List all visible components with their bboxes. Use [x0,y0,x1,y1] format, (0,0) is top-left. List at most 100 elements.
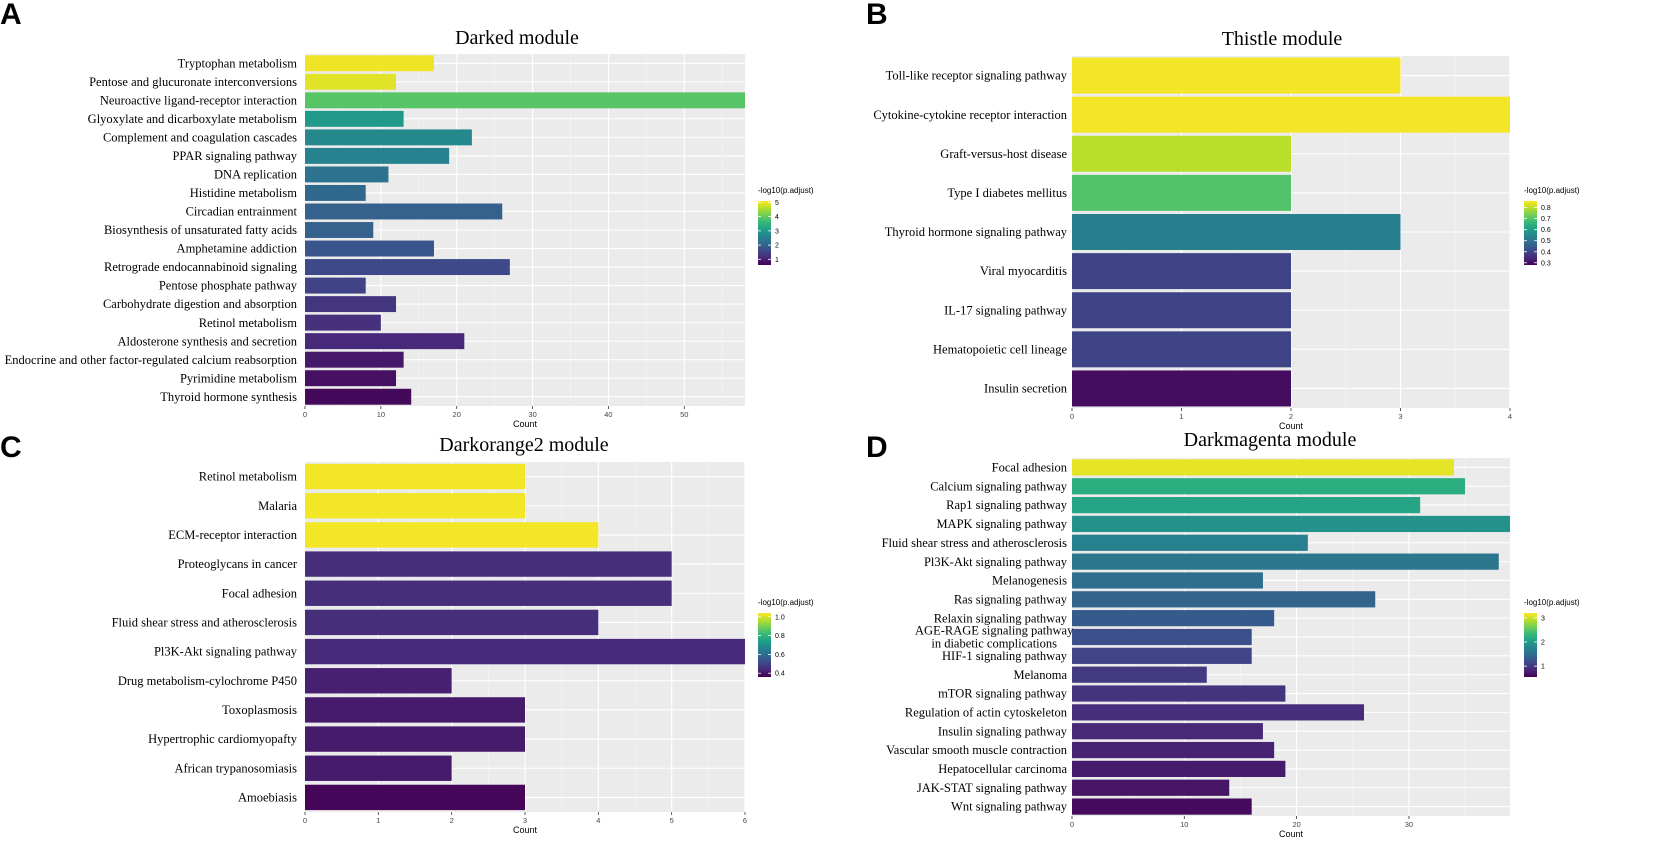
bar-aldosterone-synthesis-and-secretion[interactable] [305,333,465,350]
bar-focal-adhesion[interactable] [305,580,672,606]
bar-toxoplasmosis[interactable] [305,697,525,723]
x-tick-label: 0 [303,410,307,419]
bar-cytokine-cytokine-receptor-interaction[interactable] [1072,96,1510,133]
bar-calcium-signaling-pathway[interactable] [1072,478,1466,495]
bar-malaria[interactable] [305,493,525,519]
category-label: Neuroactive ligand-receptor interaction [100,93,298,107]
legend-tick-label: 0.5 [1541,238,1551,245]
bar-carbohydrate-digestion-and-absorption[interactable] [305,296,397,313]
bar-graft-versus-host-disease[interactable] [1072,135,1291,172]
bar-amoebiasis[interactable] [305,784,525,811]
bar-pentose-phosphate-pathway[interactable] [305,277,366,294]
bar-amphetamine-addiction[interactable] [305,240,434,257]
bar-ras-signaling-pathway[interactable] [1072,591,1376,608]
bar-retrograde-endocannabinoid-signaling[interactable] [305,259,510,276]
bar-fluid-shear-stress-and-atherosclerosis[interactable] [1072,534,1308,551]
bar-hematopoietic-cell-lineage[interactable] [1072,331,1291,368]
bar-drug-metabolism-cylochrome-p450[interactable] [305,668,452,694]
bar-hepatocellular-carcinoma[interactable] [1072,760,1286,777]
x-axis-label: Count [1279,421,1304,431]
bar-tryptophan-metabolism[interactable] [305,55,434,72]
category-label: Rap1 signaling pathway [946,498,1068,512]
bar-age-rage-signaling-pathway-in-diabetic-complications[interactable] [1072,628,1252,646]
bar-biosynthesis-of-unsaturated-fatty-acids[interactable] [305,222,374,238]
category-label: Vascular smooth muscle contraction [886,743,1068,757]
bar-retinol-metabolism[interactable] [305,314,381,331]
bar-complement-and-coagulation-cascades[interactable] [305,129,472,146]
bar-il-17-signaling-pathway[interactable] [1072,292,1291,329]
bar-thyroid-hormone-signaling-pathway[interactable] [1072,214,1401,250]
legend-tick-label: 2 [775,243,779,250]
category-label: ECM-receptor interaction [168,528,298,542]
category-label: JAK-STAT signaling pathway [917,781,1068,795]
bar-african-trypanosomiasis[interactable] [305,755,452,781]
bar-focal-adhesion[interactable] [1072,459,1454,476]
bar-glyoxylate-and-dicarboxylate-metabolism[interactable] [305,110,404,127]
bar-viral-myocarditis[interactable] [1072,253,1291,290]
bar-pl3k-akt-signaling-pathway[interactable] [305,638,745,665]
legend-tick-label: 0.3 [1541,260,1551,267]
bar-hypertrophic-cardiomyopafty[interactable] [305,726,525,752]
category-label: Focal adhesion [222,586,298,600]
bar-regulation-of-actin-cytoskeleton[interactable] [1072,704,1364,721]
legend-colorbar [1524,201,1537,265]
bar-circadian-entrainment[interactable] [305,203,503,220]
legend-tick-label: 1.0 [775,614,785,621]
category-label: Toll-like receptor signaling pathway [886,69,1068,83]
bar-wnt-signaling-pathway[interactable] [1072,798,1252,815]
bar-relaxin-signaling-pathway[interactable] [1072,610,1275,627]
x-tick-label: 50 [680,410,688,419]
bar-insulin-signaling-pathway[interactable] [1072,723,1263,740]
bar-pl3k-akt-signaling-pathway[interactable] [1072,553,1499,570]
category-label: Complement and coagulation cascades [103,130,297,144]
panel-letter: B [866,0,888,31]
chart-title: Darkorange2 module [439,434,609,456]
category-label: DNA replication [214,168,298,182]
category-label: Circadian entrainment [186,205,298,219]
legend-colorbar [758,201,771,265]
legend-title: -log10(p.adjust) [1524,186,1580,195]
bar-ecm-receptor-interaction[interactable] [305,522,599,548]
category-label: Malaria [258,499,297,513]
bar-mapk-signaling-pathway[interactable] [1072,515,1510,533]
category-label: Hematopoietic cell lineage [933,342,1067,356]
bar-rap1-signaling-pathway[interactable] [1072,497,1421,514]
category-label: AGE-RAGE signaling pathway in diabetic co… [915,624,1074,651]
bar-dna-replication[interactable] [305,166,389,183]
category-label: Carbohydrate digestion and absorption [103,297,298,311]
legend-tick-label: 0.7 [1541,216,1551,223]
x-tick-label: 4 [1508,412,1512,421]
bar-melanogenesis[interactable] [1072,572,1263,589]
x-tick-label: 30 [1405,820,1413,829]
bar-vascular-smooth-muscle-contraction[interactable] [1072,741,1275,759]
legend-title: -log10(p.adjust) [758,598,814,607]
category-label: mTOR signaling pathway [938,687,1068,701]
category-label: African trypanosomiasis [174,761,297,775]
x-tick-label: 40 [604,410,612,419]
category-label: Ras signaling pathway [954,592,1068,606]
bar-fluid-shear-stress-and-atherosclerosis[interactable] [305,609,599,636]
bar-retinol-metabolism[interactable] [305,463,525,490]
legend-tick-label: 0.6 [1541,227,1551,234]
bar-ppar-signaling-pathway[interactable] [305,147,450,164]
x-axis-label: Count [513,825,538,835]
bar-toll-like-receptor-signaling-pathway[interactable] [1072,57,1401,94]
bar-type-i-diabetes-mellitus[interactable] [1072,174,1291,211]
bar-neuroactive-ligand-receptor-interaction[interactable] [305,92,745,109]
bar-proteoglycans-in-cancer[interactable] [305,551,672,577]
bar-jak-stat-signaling-pathway[interactable] [1072,779,1230,796]
chart-title: Thistle module [1222,28,1343,50]
bar-insulin-secretion[interactable] [1072,370,1291,407]
x-tick-label: 0 [1070,820,1074,829]
legend-title: -log10(p.adjust) [758,186,814,195]
bar-mtor-signaling-pathway[interactable] [1072,685,1286,702]
legend-tick-label: 0.6 [775,652,785,659]
bar-endocrine-and-other-factor-regulated-calcium-reabsorption[interactable] [305,351,404,368]
bar-pyrimidine-metabolism[interactable] [305,370,397,387]
bar-pentose-and-glucuronate-interconversions[interactable] [305,73,397,90]
bar-thyroid-hormone-synthesis[interactable] [305,388,412,405]
bar-histidine-metabolism[interactable] [305,184,366,201]
bar-hif-1-signaling-pathway[interactable] [1072,647,1252,664]
panel-a: A Darked module Tryptophan metabolism Pento… [0,0,814,429]
bar-melanoma[interactable] [1072,666,1207,683]
